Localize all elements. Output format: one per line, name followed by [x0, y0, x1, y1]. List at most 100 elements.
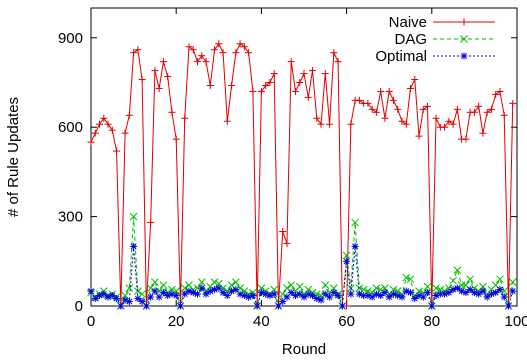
data-point-optimal	[492, 289, 500, 297]
data-point-optimal	[432, 292, 440, 300]
data-point-optimal	[194, 290, 201, 298]
data-point-optimal	[500, 293, 508, 301]
data-point-optimal	[287, 289, 295, 297]
data-point-naive	[483, 108, 491, 116]
data-point-naive	[172, 135, 180, 143]
data-point-optimal	[475, 290, 483, 298]
data-point-optimal	[113, 295, 121, 303]
data-point-optimal	[100, 290, 108, 298]
legend-marker-naive	[460, 18, 468, 26]
legend-label-optimal: Optimal	[375, 48, 427, 65]
data-point-optimal	[453, 284, 461, 292]
data-point-naive	[394, 105, 402, 113]
data-point-dag	[159, 281, 168, 289]
data-point-naive	[270, 70, 278, 78]
series-line-naive	[90, 42, 514, 307]
data-point-naive	[198, 52, 206, 60]
data-point-dag	[423, 282, 432, 291]
data-point-optimal	[343, 257, 351, 265]
data-point-naive	[407, 84, 414, 92]
data-point-naive	[389, 96, 397, 104]
data-point-naive	[249, 87, 257, 95]
data-point-naive	[202, 58, 210, 66]
data-point-naive	[424, 102, 432, 110]
x-tick-label: 0	[87, 313, 95, 330]
data-point-naive	[492, 90, 500, 98]
data-point-optimal	[108, 292, 116, 300]
y-tick-label: 900	[58, 30, 83, 47]
data-point-naive	[108, 126, 116, 134]
data-point-naive	[168, 108, 176, 116]
data-point-dag	[151, 278, 159, 287]
data-point-optimal	[462, 289, 470, 297]
axis-ticks	[90, 8, 518, 307]
data-point-naive	[185, 43, 193, 51]
data-point-naive	[415, 132, 423, 140]
data-point-dag	[466, 275, 474, 284]
data-point-naive	[228, 81, 236, 89]
data-point-naive	[487, 105, 495, 113]
data-point-optimal	[249, 292, 257, 300]
data-point-naive	[134, 46, 142, 54]
data-point-dag	[449, 276, 457, 285]
data-point-optimal	[317, 296, 325, 304]
data-point-naive	[449, 120, 457, 128]
data-point-optimal	[159, 289, 167, 297]
data-point-dag	[129, 212, 138, 221]
data-point-optimal	[117, 302, 125, 310]
data-point-optimal	[347, 290, 355, 298]
x-tick-label: 60	[338, 313, 355, 330]
data-point-optimal	[130, 242, 138, 250]
y-tick-label: 300	[58, 209, 83, 226]
data-point-optimal	[309, 292, 317, 300]
y-tick-label: 600	[58, 119, 83, 136]
data-point-optimal	[483, 293, 491, 301]
data-point-dag	[500, 287, 509, 295]
data-point-dag	[406, 275, 415, 284]
data-point-naive	[445, 117, 453, 125]
data-point-optimal	[504, 302, 512, 310]
data-point-optimal	[424, 289, 432, 297]
data-point-optimal	[147, 293, 155, 301]
data-point-naive	[283, 239, 291, 247]
data-point-naive	[432, 114, 440, 122]
data-point-optimal	[91, 295, 99, 303]
data-point-naive	[364, 99, 372, 107]
data-point-optimal	[279, 298, 287, 306]
data-point-optimal	[372, 290, 380, 298]
data-point-optimal	[377, 292, 385, 300]
data-point-naive	[377, 87, 385, 95]
data-point-dag	[134, 287, 142, 295]
series-naive	[87, 40, 517, 310]
data-point-naive	[304, 93, 312, 101]
data-point-naive	[317, 120, 325, 128]
data-point-naive	[462, 135, 470, 143]
data-point-dag	[278, 290, 287, 298]
x-tick-label: 100	[504, 313, 527, 330]
data-point-naive	[113, 147, 121, 155]
data-point-naive	[104, 120, 112, 128]
data-point-dag	[321, 281, 330, 289]
data-point-dag	[351, 218, 359, 227]
data-point-optimal	[215, 284, 223, 292]
data-point-dag	[453, 266, 462, 275]
data-point-optimal	[330, 289, 338, 297]
data-point-dag	[210, 278, 219, 287]
data-point-optimal	[219, 289, 227, 297]
x-axis-title: Round	[282, 341, 326, 358]
data-point-naive	[411, 76, 419, 84]
data-point-optimal	[428, 302, 436, 310]
data-point-naive	[206, 81, 214, 89]
data-point-naive	[164, 73, 172, 81]
data-point-naive	[453, 105, 461, 113]
data-point-optimal	[125, 298, 133, 306]
data-point-naive	[100, 114, 108, 122]
data-point-optimal	[338, 302, 346, 310]
data-point-naive	[155, 84, 163, 92]
data-point-optimal	[202, 290, 210, 298]
data-point-dag	[180, 284, 189, 292]
data-point-naive	[240, 43, 248, 51]
data-point-optimal	[300, 293, 308, 301]
series-layer	[87, 40, 517, 310]
x-tick-label: 80	[423, 313, 440, 330]
